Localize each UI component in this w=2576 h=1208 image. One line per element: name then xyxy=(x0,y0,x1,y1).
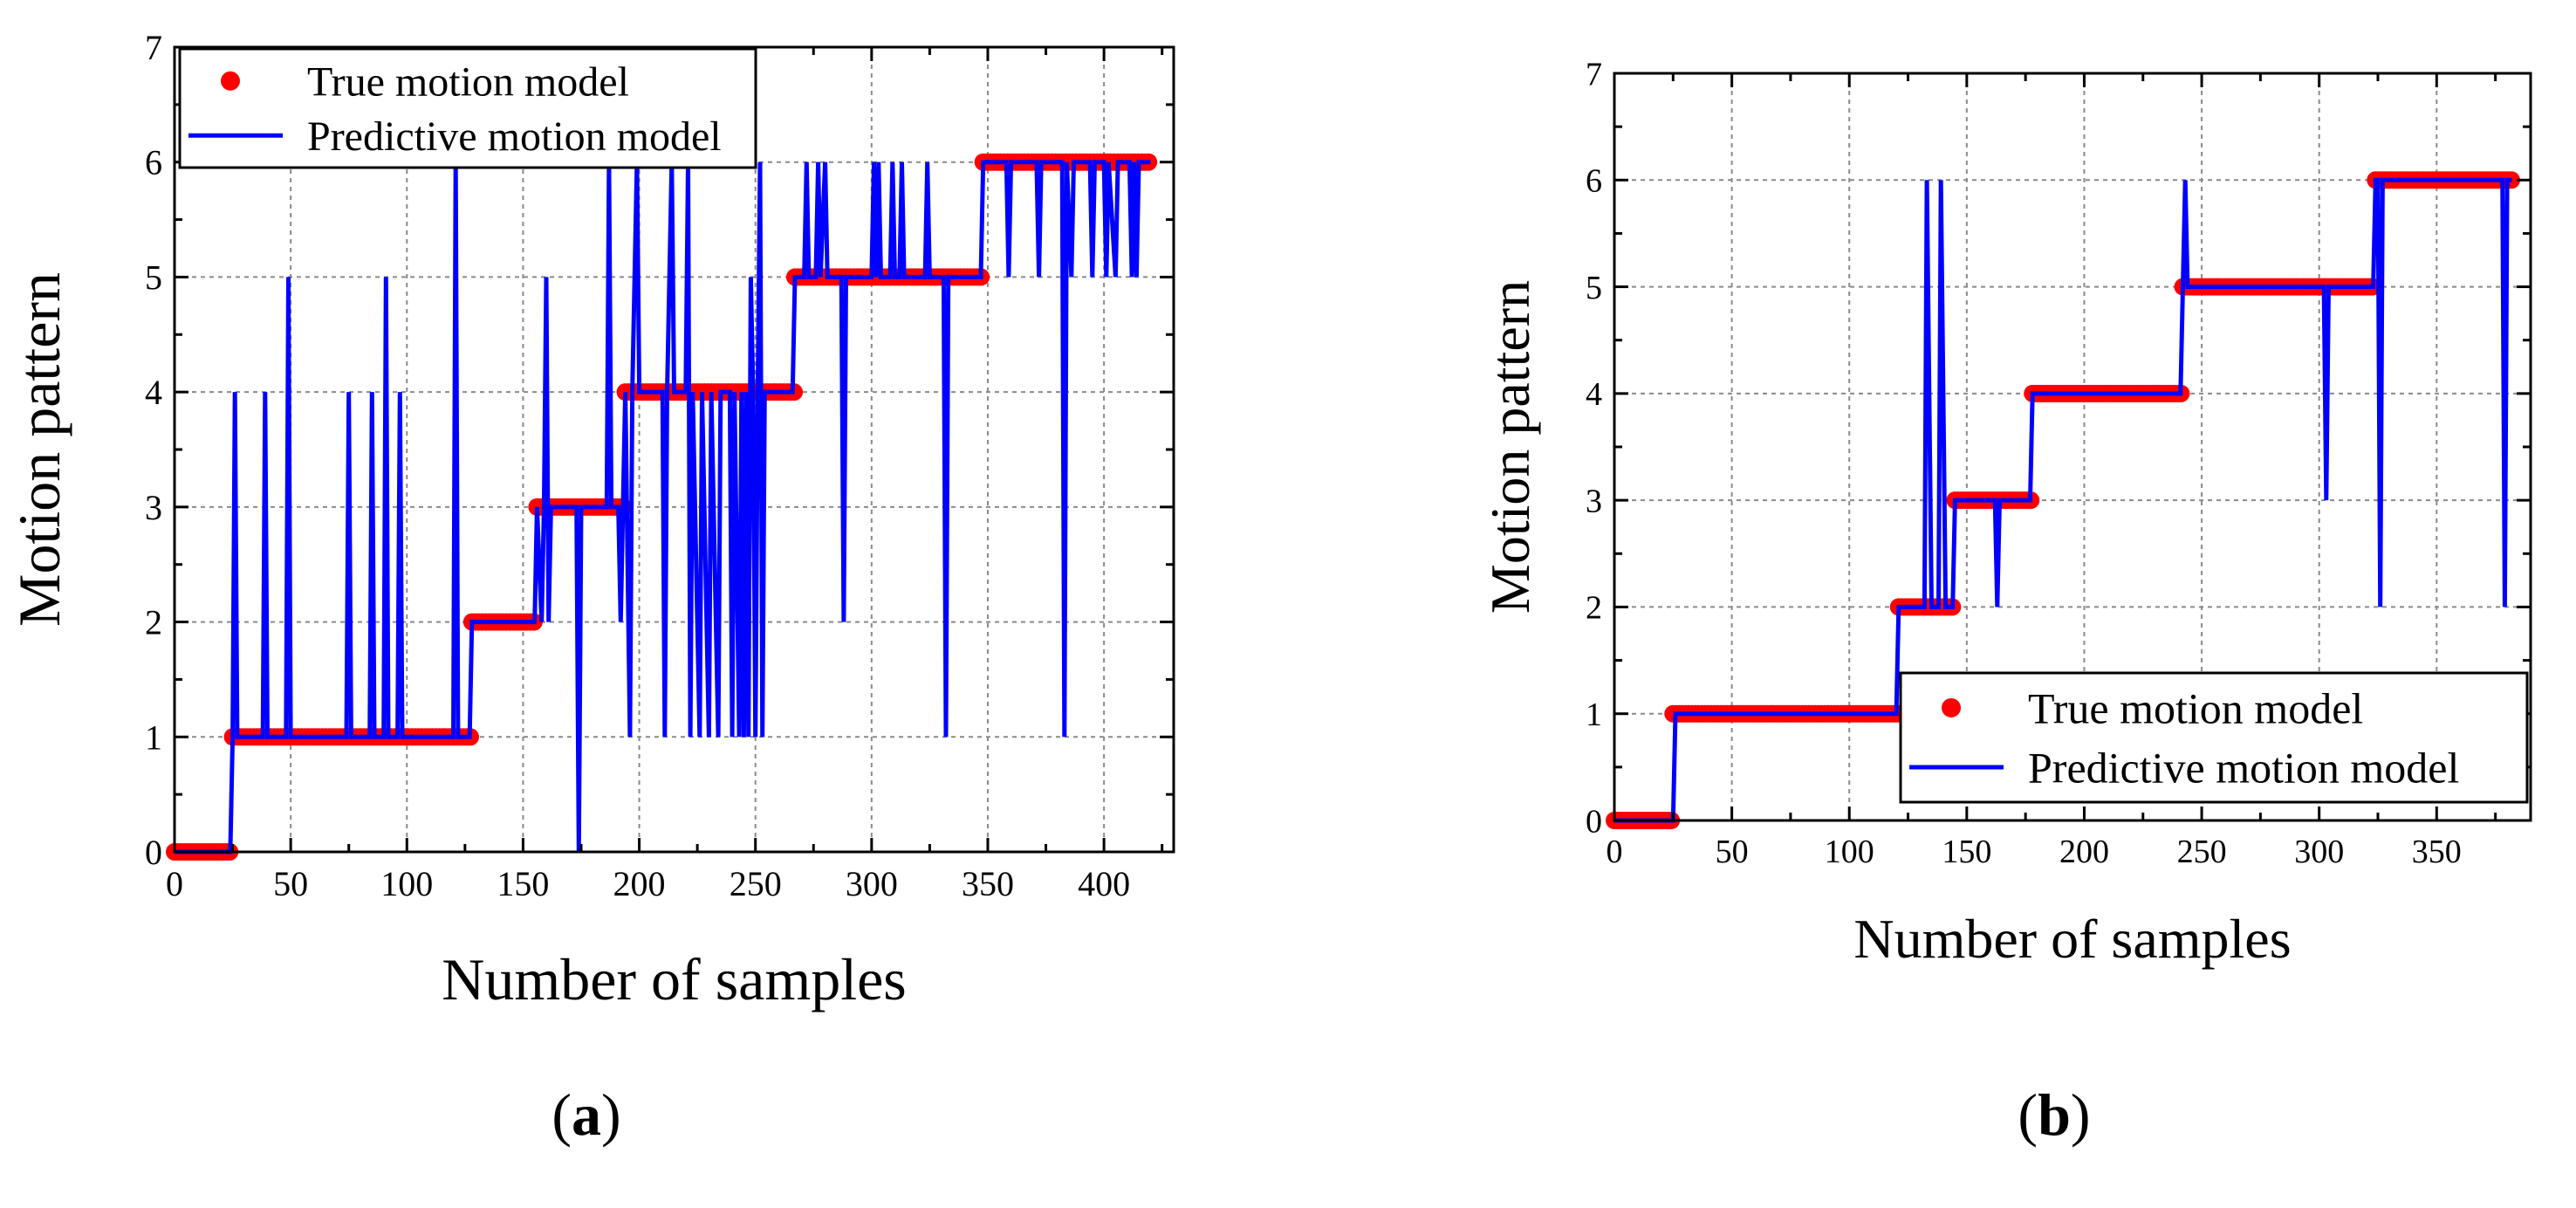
panel-b-y-tick-label: 7 xyxy=(1586,56,1602,93)
panel-a-x-tick-label: 100 xyxy=(380,864,433,903)
panel-b-label-letter: b xyxy=(2038,1081,2071,1148)
panel-a-label-open: ( xyxy=(552,1081,572,1148)
panel-b-x-axis-label: Number of samples xyxy=(1853,908,2291,970)
panel-b-y-tick-label: 5 xyxy=(1586,270,1602,306)
panel-b-label-close: ) xyxy=(2071,1081,2091,1148)
panel-b-chart: 0 50 100 150 200 250 300 350 0 1 2 3 4 5 6 7 Number of s… xyxy=(1479,56,2532,1148)
panel-b-y-tick-label: 4 xyxy=(1586,376,1602,413)
panel-b-x-tick-label: 200 xyxy=(2059,834,2109,870)
panel-a-legend-label-predictive: Predictive motion model xyxy=(307,113,722,160)
panel-a-legend: True motion model Predictive motion model xyxy=(178,47,757,169)
panel-b-y-tick-label: 0 xyxy=(1586,803,1602,840)
panel-b-y-tick-label: 1 xyxy=(1586,697,1602,733)
panel-a-label: (a) xyxy=(552,1081,620,1148)
panel-b-x-tick-label: 150 xyxy=(1942,834,1991,870)
panel-a-y-tick-label: 7 xyxy=(145,28,162,67)
panel-a-x-tick-label: 350 xyxy=(962,864,1014,903)
panel-a-x-tick-label: 0 xyxy=(166,864,183,903)
panel-a-legend-label-true: True motion model xyxy=(307,59,629,106)
panel-a-x-axis-label: Number of samples xyxy=(442,946,907,1012)
panel-b-x-tick-label: 250 xyxy=(2177,834,2227,870)
panel-a-y-tick-label: 0 xyxy=(145,833,162,872)
panel-a-y-tick-label: 6 xyxy=(145,143,162,182)
panel-a-label-close: ) xyxy=(601,1081,621,1148)
panel-b-y-tick-label: 3 xyxy=(1586,483,1602,519)
panel-a-y-tick-label: 2 xyxy=(145,603,162,642)
panel-b-legend-marker-true xyxy=(1942,697,1961,717)
panel-b-y-axis-label: Motion pattern xyxy=(1479,280,1541,614)
panel-a-x-tick-label: 50 xyxy=(273,864,308,903)
panel-a-x-tick-label: 300 xyxy=(846,864,898,903)
panel-a-y-tick-label: 5 xyxy=(145,257,162,297)
panel-b-label-open: ( xyxy=(2018,1081,2038,1148)
panel-a-y-tick-label: 3 xyxy=(145,488,162,527)
panel-a-y-tick-label: 4 xyxy=(145,373,162,412)
panel-a-x-tick-label: 200 xyxy=(613,864,666,903)
panel-a-legend-marker-true xyxy=(221,71,240,91)
panel-b-legend-box xyxy=(1899,671,2529,804)
panel-b-x-tick-label: 350 xyxy=(2412,834,2462,870)
panel-b-y-tick-label: 2 xyxy=(1586,590,1602,627)
panel-b-x-tick-label: 50 xyxy=(1716,834,1749,870)
panel-b-label: (b) xyxy=(2018,1081,2090,1148)
panel-b-legend-label-predictive: Predictive motion model xyxy=(2028,744,2459,793)
panel-a-chart: 0 50 100 150 200 250 300 350 400 0 1 2 3 4 5 6 7 Number o… xyxy=(6,28,1175,1148)
panel-b-x-tick-label: 300 xyxy=(2294,834,2344,870)
panel-a-x-tick-label: 250 xyxy=(730,864,782,903)
panel-b-predictive-line xyxy=(1614,177,2512,823)
panel-a-x-tick-label: 150 xyxy=(497,864,549,903)
panel-b-x-tick-label: 0 xyxy=(1607,834,1623,870)
panel-a-predictive-line xyxy=(175,160,1151,855)
panel-a-legend-box xyxy=(178,47,757,169)
panel-a-label-letter: a xyxy=(572,1081,601,1148)
panel-b-y-tick-label: 6 xyxy=(1586,163,1602,200)
panel-a-x-tick-label: 400 xyxy=(1078,864,1130,903)
panel-a-y-tick-label: 1 xyxy=(145,717,162,757)
panel-b-x-tick-label: 100 xyxy=(1825,834,1874,870)
panel-b-legend-label-true: True motion model xyxy=(2028,683,2363,732)
panel-b-legend: True motion model Predictive motion model xyxy=(1899,671,2529,804)
panel-a-y-axis-label: Motion pattern xyxy=(6,272,72,627)
